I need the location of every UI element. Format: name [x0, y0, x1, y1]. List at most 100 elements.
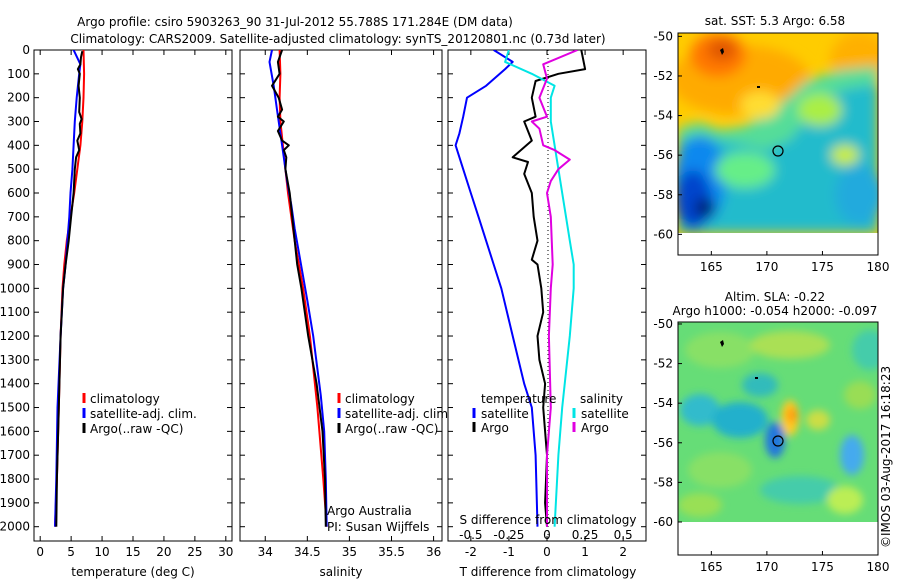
sla-map-panel: Altim. SLA: -0.22 Argo h1000: -0.054 h20…	[653, 290, 889, 574]
map-x-tick-label: 175	[811, 260, 834, 274]
y-tick-label: 600	[7, 186, 30, 200]
y-tick-label: 0	[22, 43, 30, 57]
map-x-tick-label: 180	[867, 260, 890, 274]
map-x-tick-label: 165	[700, 260, 723, 274]
x-tick-label: 35	[342, 545, 357, 559]
map-y-tick-label: -52	[653, 357, 673, 371]
legend-label: satellite-adj. clim.	[345, 407, 452, 421]
sst-map-title: sat. SST: 5.3 Argo: 6.58	[705, 14, 845, 28]
sla-map-title-line2: Argo h1000: -0.054 h2000: -0.097	[673, 304, 878, 318]
x-tick-label: 36	[426, 545, 441, 559]
temperature-axes-frame	[33, 49, 233, 542]
map-y-tick-label: -50	[653, 317, 673, 331]
map-x-tick-label: 165	[700, 560, 723, 574]
imos-watermark: ©IMOS 03-Aug-2017 16:18:23	[879, 366, 893, 548]
series-line-salinity-satellite	[504, 50, 575, 527]
x-tick-label: 1	[581, 545, 589, 559]
map-x-tick-label: 170	[755, 260, 778, 274]
salinity-difference-axis-label: S difference from climatology	[460, 513, 637, 527]
legend-label: Argo(..raw -QC)	[90, 422, 183, 436]
s-diff-tick-label: 0.5	[614, 528, 633, 542]
salinity-xlabel: salinity	[319, 565, 362, 579]
y-tick-label: 700	[7, 210, 30, 224]
difference-panel: -2 -1 0 1 2 -0.5 -0.25 0 0.25 0.5 S difference fr…	[447, 49, 647, 579]
salinity-annotation-line1: Argo Australia	[327, 504, 412, 518]
y-tick-label: 500	[7, 162, 30, 176]
temperature-xlabel: temperature (deg C)	[71, 565, 194, 579]
salinity-panel: 34 34.5 35 35.5 36 salinity climatologysatel…	[239, 49, 452, 579]
x-tick-label: 0	[36, 545, 44, 559]
sla-map-frame	[677, 321, 879, 556]
s-diff-tick-label: 0.25	[572, 528, 599, 542]
sst-map-panel: sat. SST: 5.3 Argo: 6.58	[653, 14, 890, 274]
x-tick-label: 5	[67, 545, 75, 559]
legend-label: satellite-adj. clim.	[90, 407, 197, 421]
y-tick-label: 1800	[0, 472, 30, 486]
s-diff-tick-label: -0.25	[493, 528, 524, 542]
x-tick-label: 10	[94, 545, 109, 559]
legend-label: Argo	[581, 421, 609, 435]
map-y-tick-label: -54	[653, 396, 673, 410]
x-tick-label: 30	[218, 545, 233, 559]
legend-title-temperature: temperature	[481, 392, 556, 406]
sst-float-position-marker	[772, 145, 784, 157]
y-tick-label: 1600	[0, 424, 30, 438]
map-y-tick-label: -60	[653, 515, 673, 529]
series-line-argo	[55, 50, 84, 527]
x-tick-label: 15	[125, 545, 140, 559]
map-y-tick-label: -50	[653, 29, 673, 43]
x-tick-label: 34.5	[294, 545, 321, 559]
map-x-tick-label: 180	[867, 560, 890, 574]
salinity-annotation-line2: PI: Susan Wijffels	[327, 520, 429, 534]
x-tick-label: 0	[543, 545, 551, 559]
legend-title-salinity: salinity	[580, 392, 623, 406]
map-y-tick-label: -54	[653, 109, 673, 123]
y-tick-label: 1000	[0, 281, 30, 295]
y-tick-label: 1700	[0, 448, 30, 462]
s-diff-tick-label: 0	[543, 528, 551, 542]
map-y-tick-label: -56	[653, 148, 673, 162]
y-tick-label: 900	[7, 258, 30, 272]
figure-title-line2: Climatology: CARS2009. Satellite-adjuste…	[70, 32, 605, 46]
map-y-tick-label: -56	[653, 436, 673, 450]
map-x-tick-label: 175	[811, 560, 834, 574]
y-tick-label: 800	[7, 234, 30, 248]
y-tick-label: 2000	[0, 520, 30, 534]
y-tick-label: 100	[7, 67, 30, 81]
x-tick-label: -2	[465, 545, 477, 559]
y-tick-label: 300	[7, 115, 30, 129]
map-y-tick-label: -60	[653, 227, 673, 241]
difference-legend: temperature salinitysatelliteArgosatellit…	[472, 392, 629, 435]
legend-label: climatology	[345, 392, 415, 406]
figure-title-line1: Argo profile: csiro 5903263_90 31-Jul-20…	[77, 15, 513, 29]
map-y-tick-label: -58	[653, 475, 673, 489]
series-line-temperature-argo	[511, 50, 587, 527]
series-line-salinity-argo	[530, 50, 578, 527]
series-line-temperature-satellite	[454, 50, 539, 527]
sla-float-position-marker	[772, 435, 784, 447]
series-line-argo	[271, 50, 327, 527]
map-y-tick-label: -58	[653, 188, 673, 202]
sst-map-frame	[677, 32, 879, 256]
salinity-axes-frame	[239, 49, 443, 542]
map-x-tick-label: 170	[755, 560, 778, 574]
legend-label: climatology	[90, 392, 160, 406]
temperature-panel: 0 5 10 15 20 25 300100200300400500600700800900…	[0, 43, 233, 579]
legend-label: Argo	[481, 421, 509, 435]
sla-heatmap	[678, 322, 878, 522]
x-tick-label: 35.5	[378, 545, 405, 559]
y-tick-label: 1500	[0, 401, 30, 415]
y-tick-label: 200	[7, 91, 30, 105]
x-tick-label: 20	[156, 545, 171, 559]
y-tick-label: 1400	[0, 377, 30, 391]
temperature-difference-xlabel: T difference from climatology	[459, 565, 637, 579]
s-diff-tick-label: -0.5	[459, 528, 482, 542]
x-tick-label: 25	[187, 545, 202, 559]
x-tick-label: 34	[258, 545, 273, 559]
sst-heatmap	[678, 33, 878, 233]
series-line-satellite-adj-clim-	[268, 50, 328, 527]
legend-label: satellite	[481, 407, 529, 421]
